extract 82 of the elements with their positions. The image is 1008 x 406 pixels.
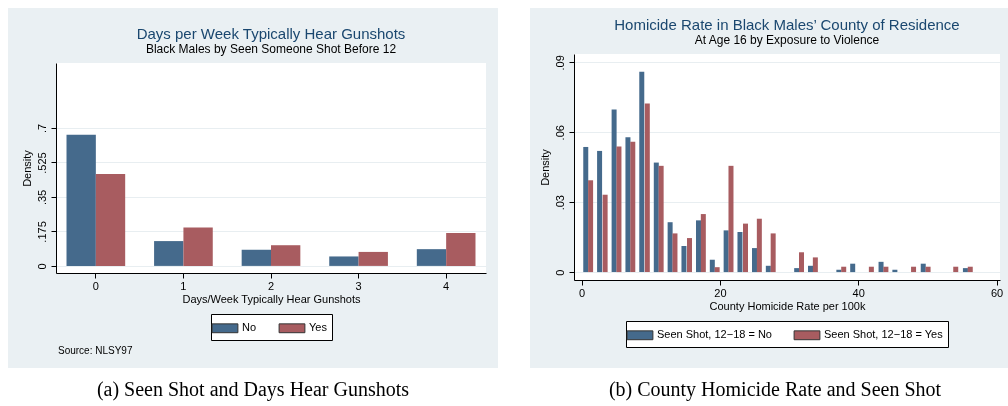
bar [686, 238, 692, 273]
bar [808, 265, 814, 273]
bar [841, 266, 847, 273]
bar [66, 134, 96, 266]
legend-label: Seen Shot, 12−18 = Yes [824, 328, 944, 341]
bar [681, 245, 687, 273]
y-tick-label: .06 [553, 125, 566, 141]
bar [602, 194, 608, 273]
bar [625, 137, 631, 273]
x-tick-label: 2 [267, 279, 275, 292]
x-axis-title: County Homicide Rate per 100k [709, 299, 866, 312]
bar [770, 233, 776, 273]
y-axis-title: Density [20, 149, 33, 187]
bar [812, 257, 818, 273]
bar [967, 266, 973, 273]
bar [883, 266, 889, 273]
bar [925, 266, 931, 273]
x-tick-label: 4 [443, 279, 450, 292]
bar [271, 245, 301, 266]
text: (b) County Homicide Rate and Seen Shot [607, 378, 943, 401]
bar [616, 146, 622, 273]
source-note: Source: NLSY97 [58, 345, 133, 356]
x-tick-label: 60 [990, 286, 1004, 299]
chart-subtitle: At Age 16 by Exposure to Violence [694, 33, 880, 47]
legend-label: Yes [309, 321, 328, 334]
x-tick-label: 1 [180, 279, 187, 292]
bar [183, 227, 213, 266]
y-tick-label: 0 [35, 263, 48, 270]
bar [911, 266, 917, 273]
bar [639, 71, 645, 273]
bar [446, 233, 476, 266]
bar [644, 103, 650, 273]
text: (a) Seen Shot and Days Hear Gunshots [95, 378, 411, 401]
chart-title: Days per Week Typically Hear Gunshots [136, 25, 406, 42]
y-axis-title: Density [538, 148, 551, 186]
x-tick-label: 3 [355, 279, 362, 292]
bar [714, 267, 720, 273]
bar [588, 180, 594, 273]
chart-title: Homicide Rate in Black Males’ County of Residence [614, 16, 960, 33]
x-axis-title: Days/Week Typically Hear Gunshots [182, 292, 362, 305]
bar [953, 266, 959, 273]
bar [850, 263, 856, 273]
bar [416, 249, 447, 266]
x-tick-label: 0 [579, 286, 586, 299]
y-tick-label: .35 [35, 189, 48, 206]
bar [154, 241, 184, 266]
bar [743, 223, 749, 273]
y-tick-label: .7 [35, 123, 48, 134]
bar [709, 259, 715, 273]
bar [752, 248, 757, 273]
y-tick-label: .09 [553, 55, 566, 71]
x-tick-label: 40 [852, 286, 865, 299]
y-tick-label: 0 [553, 269, 566, 276]
bar [358, 251, 388, 266]
bar [794, 268, 800, 273]
bar [799, 252, 805, 273]
y-tick-label: .525 [35, 152, 48, 174]
bar [695, 220, 701, 273]
bar [630, 141, 636, 273]
legend-label: Seen Shot, 12−18 = No [657, 328, 772, 341]
bar [653, 162, 659, 273]
bar [597, 150, 603, 273]
legend-label: No [242, 321, 257, 334]
chart-subtitle: Black Males by Seen Someone Shot Before 12 [145, 42, 397, 56]
bar [765, 265, 771, 273]
bar [241, 249, 271, 266]
bar [962, 268, 968, 273]
bar [329, 256, 359, 266]
bar [728, 165, 734, 273]
bar [868, 266, 874, 273]
bar [700, 214, 706, 273]
y-tick-label: .175 [35, 221, 48, 243]
bar [583, 146, 589, 273]
x-tick-label: 0 [92, 279, 99, 292]
bar [658, 165, 664, 273]
x-tick-label: 20 [714, 286, 727, 299]
bar [756, 218, 762, 273]
bar [920, 263, 926, 273]
bar [672, 233, 678, 273]
bar [95, 173, 126, 266]
bar [737, 232, 743, 273]
y-tick-label: .03 [553, 195, 566, 211]
